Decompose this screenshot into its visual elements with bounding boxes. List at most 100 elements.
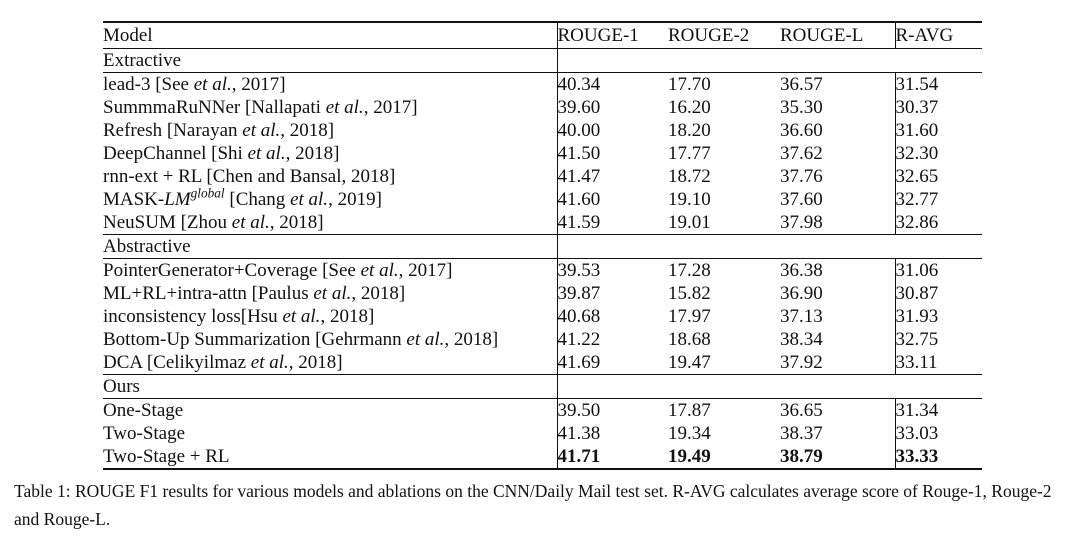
- table-row: Bottom-Up Summarization [Gehrmann et al.…: [103, 328, 982, 351]
- model-text: , 2018]: [269, 212, 324, 233]
- score-cell: 32.77: [894, 188, 982, 211]
- score-cell: 31.54: [894, 72, 982, 96]
- model-text: et al.: [406, 329, 445, 350]
- score-cell: 31.06: [894, 258, 982, 282]
- model-text: et al.: [313, 283, 352, 304]
- table-row: MASK-LMglobal [Chang et al., 2019] 41.60 1…: [103, 188, 982, 211]
- model-cell: MASK-LMglobal [Chang et al., 2019]: [103, 188, 558, 211]
- model-text: Two-Stage + RL: [103, 446, 230, 467]
- column-header-rougel: ROUGE-L: [780, 21, 895, 49]
- score-cell: 33.11: [894, 351, 982, 375]
- score-cell: 37.62: [780, 143, 823, 164]
- score-cell: 41.47: [557, 166, 601, 187]
- table-row: SummmaRuNNer [Nallapati et al., 2017] 39.…: [103, 96, 982, 119]
- model-cell: Two-Stage + RL: [103, 445, 558, 470]
- score-cell: 37.76: [780, 166, 823, 187]
- model-cell: Bottom-Up Summarization [Gehrmann et al.…: [103, 328, 558, 351]
- model-text: rnn-ext + RL [Chen and Bansal, 2018]: [103, 166, 396, 187]
- score-cell: 15.82: [668, 283, 711, 304]
- table-row: Two-Stage + RL 41.71 19.49 38.79 33.33: [103, 445, 982, 470]
- score-cell: 33.03: [894, 422, 982, 445]
- section-fill: [557, 48, 982, 73]
- table-row: lead-3 [See et al., 2017] 40.34 17.70 36.57…: [103, 72, 982, 96]
- model-text: global: [190, 188, 225, 201]
- model-text: MASK-: [103, 189, 165, 210]
- table-row: DeepChannel [Shi et al., 2018] 41.50 17.77…: [103, 142, 982, 165]
- score-cell: 38.79: [780, 445, 895, 470]
- score-cell: 39.53: [557, 260, 601, 281]
- model-text: Refresh [Narayan: [103, 120, 243, 141]
- model-text: , 2018]: [351, 283, 406, 304]
- score-cell: 19.34: [668, 423, 711, 444]
- score-cell: 17.87: [668, 400, 711, 421]
- model-text: , 2018]: [285, 143, 340, 164]
- model-cell: NeuSUM [Zhou et al., 2018]: [103, 211, 558, 235]
- score-cell: 31.60: [894, 119, 982, 142]
- model-cell: lead-3 [See et al., 2017]: [103, 72, 558, 96]
- score-cell: 41.71: [557, 445, 668, 470]
- model-text: et al.: [247, 143, 286, 164]
- model-cell: inconsistency loss[Hsu et al., 2018]: [103, 305, 558, 328]
- score-cell: 37.13: [780, 306, 823, 327]
- model-text: Two-Stage: [103, 423, 186, 444]
- model-text: et al.: [282, 306, 321, 327]
- model-text: DeepChannel [Shi: [103, 143, 248, 164]
- score-cell: 36.57: [780, 74, 823, 95]
- model-text: , 2017]: [231, 74, 286, 95]
- table-row: inconsistency loss[Hsu et al., 2018] 40.6…: [103, 305, 982, 328]
- table-row: NeuSUM [Zhou et al., 2018] 41.59 19.01 37.9…: [103, 211, 982, 235]
- caption-text: Table 1: ROUGE F1 results for various mo…: [14, 481, 1052, 529]
- score-cell: 40.34: [557, 74, 601, 95]
- score-cell: 31.34: [894, 398, 982, 422]
- model-text: , 2018]: [280, 120, 335, 141]
- score-cell: 32.86: [894, 211, 982, 235]
- score-cell: 16.20: [668, 97, 711, 118]
- score-cell: 36.90: [780, 283, 823, 304]
- model-cell: rnn-ext + RL [Chen and Bansal, 2018]: [103, 165, 558, 188]
- score-cell: 40.00: [557, 120, 601, 141]
- table-row: rnn-ext + RL [Chen and Bansal, 2018] 41.4…: [103, 165, 982, 188]
- score-cell: 41.22: [557, 329, 601, 350]
- score-cell: 39.87: [557, 283, 601, 304]
- model-cell: DeepChannel [Shi et al., 2018]: [103, 142, 558, 165]
- model-text: ML+RL+intra-attn [Paulus: [103, 283, 314, 304]
- model-text: et al.: [242, 120, 281, 141]
- score-cell: 36.38: [780, 260, 823, 281]
- section-row-abstractive: Abstractive: [103, 234, 982, 259]
- score-cell: 30.87: [894, 282, 982, 305]
- model-cell: ML+RL+intra-attn [Paulus et al., 2018]: [103, 282, 558, 305]
- model-text: et al.: [250, 352, 289, 373]
- section-row-extractive: Extractive: [103, 48, 982, 73]
- table-row: Refresh [Narayan et al., 2018] 40.00 18.20…: [103, 119, 982, 142]
- table-row: ML+RL+intra-attn [Paulus et al., 2018] 39…: [103, 282, 982, 305]
- score-cell: 18.72: [668, 166, 711, 187]
- section-label: Ours: [103, 374, 558, 399]
- column-header-rouge1: ROUGE-1: [557, 21, 668, 49]
- score-cell: 17.77: [668, 143, 711, 164]
- section-label: Abstractive: [103, 234, 558, 259]
- score-cell: 38.34: [780, 329, 823, 350]
- score-cell: 38.37: [780, 423, 823, 444]
- model-text: , 2018]: [288, 352, 343, 373]
- section-label: Extractive: [103, 48, 558, 73]
- section-fill: [557, 234, 982, 259]
- score-cell: 32.30: [894, 142, 982, 165]
- model-text: Bottom-Up Summarization [Gehrmann: [103, 329, 407, 350]
- table-caption: Table 1: ROUGE F1 results for various mo…: [14, 477, 1072, 533]
- score-cell: 19.01: [668, 212, 711, 233]
- model-text: et al.: [193, 74, 232, 95]
- model-cell: Refresh [Narayan et al., 2018]: [103, 119, 558, 142]
- score-cell: 31.93: [894, 305, 982, 328]
- score-cell: 17.70: [668, 74, 711, 95]
- model-text: LM: [164, 189, 191, 210]
- score-cell: 17.28: [668, 260, 711, 281]
- score-cell: 19.47: [668, 352, 711, 373]
- model-text: et al.: [231, 212, 270, 233]
- score-cell: 18.20: [668, 120, 711, 141]
- model-text: et al.: [290, 189, 329, 210]
- score-cell: 41.69: [557, 352, 601, 373]
- score-cell: 33.33: [894, 445, 982, 470]
- model-text: DCA [Celikyilmaz: [103, 352, 251, 373]
- model-cell: DCA [Celikyilmaz et al., 2018]: [103, 351, 558, 375]
- model-text: , 2017]: [398, 260, 453, 281]
